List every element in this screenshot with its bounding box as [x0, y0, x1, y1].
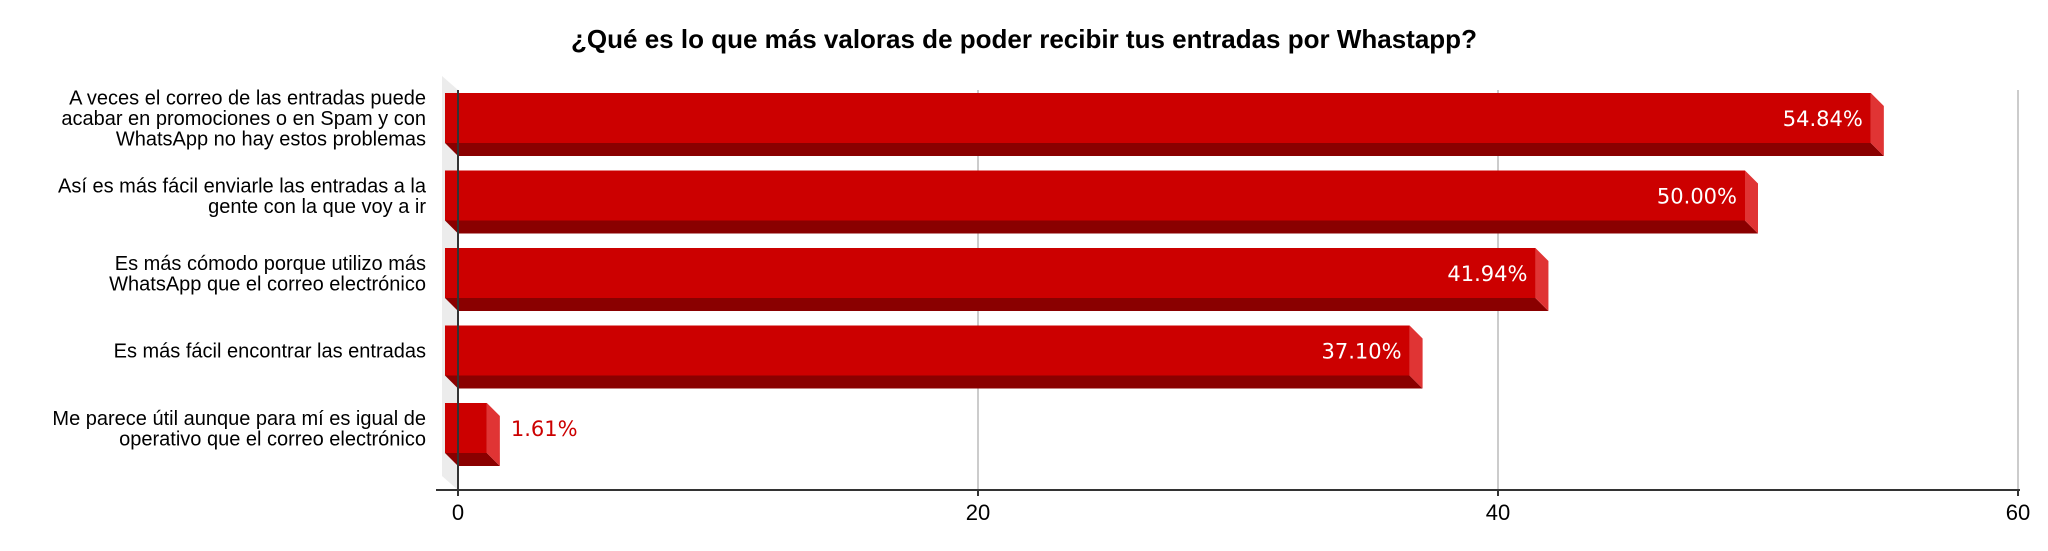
x-tick-label: 0 — [452, 500, 464, 525]
bar-bottom-face — [445, 298, 1549, 311]
data-label: 37.10% — [1322, 340, 1402, 364]
bar-bottom-face — [445, 375, 1423, 389]
x-tick-label: 20 — [966, 500, 990, 525]
bar-side-face — [1535, 248, 1549, 311]
category-label: A veces el correo de las entradas puede a… — [61, 88, 426, 151]
category-label-line: Así es más fácil enviarle las entradas a… — [58, 175, 427, 197]
bar-front-face — [445, 170, 1745, 221]
x-axis: 0 20 40 60 — [436, 90, 2030, 525]
x-tick-label: 40 — [1486, 500, 1510, 525]
category-label-line: Es más fácil encontrar las entradas — [114, 341, 426, 363]
category-label-line: WhatsApp no hay estos problemas — [116, 129, 426, 151]
category-label-line: acabar en promociones o en Spam y con — [61, 108, 426, 130]
category-label-line: gente con la que voy a ir — [208, 196, 426, 218]
bar-front-face — [445, 93, 1871, 143]
category-label-line: Me parece útil aunque para mí es igual d… — [52, 408, 426, 430]
category-label-line: WhatsApp que el correo electrónico — [109, 273, 426, 295]
bar-side-face — [486, 403, 500, 466]
bar-bottom-face — [445, 143, 1884, 156]
category-label-line: A veces el correo de las entradas puede — [69, 88, 426, 110]
category-label: Me parece útil aunque para mí es igual d… — [52, 408, 426, 451]
category-label-line: Es más cómodo porque utilizo más — [115, 253, 426, 275]
bar-front-face — [445, 248, 1536, 298]
category-label: Así es más fácil enviarle las entradas a… — [58, 175, 427, 218]
category-label: Es más cómodo porque utilizo más WhatsApp… — [109, 253, 426, 296]
bar-2 — [445, 170, 1758, 234]
bars — [445, 93, 1884, 466]
category-labels: A veces el correo de las entradas puede a… — [52, 88, 426, 451]
bar-4 — [445, 325, 1423, 389]
data-label: 41.94% — [1447, 262, 1527, 286]
bar-1 — [445, 93, 1884, 156]
bar-3 — [445, 248, 1549, 311]
category-label: Es más fácil encontrar las entradas — [114, 341, 426, 363]
data-labels: 54.84% 50.00% 41.94% 37.10% 1.61% — [511, 107, 1863, 441]
bar-5 — [445, 403, 500, 466]
bar-bottom-face — [445, 220, 1758, 234]
bar-side-face — [1409, 325, 1423, 389]
bar-front-face — [445, 403, 487, 453]
data-label: 1.61% — [511, 417, 578, 441]
data-label: 54.84% — [1783, 107, 1863, 131]
bar-front-face — [445, 325, 1410, 376]
data-label: 50.00% — [1657, 185, 1737, 209]
bar-side-face — [1745, 170, 1758, 234]
category-label-line: operativo que el correo electrónico — [119, 428, 426, 450]
chart-title: ¿Qué es lo que más valoras de poder reci… — [571, 24, 1477, 54]
x-tick-label: 60 — [2006, 500, 2030, 525]
bar-side-face — [1870, 93, 1884, 156]
